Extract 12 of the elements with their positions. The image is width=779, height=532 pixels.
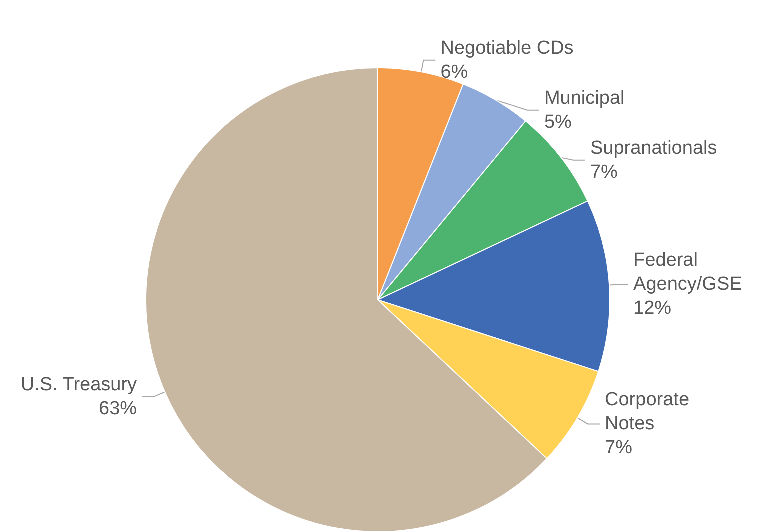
slice-label: Supranationals [590, 138, 718, 159]
slice-label: Corporate Notes [605, 390, 695, 435]
slice-label: Municipal [544, 88, 625, 109]
slice-label: Negotiable CDs [440, 38, 574, 59]
data-label: 63% [99, 398, 138, 420]
slice-label: U.S. Treasury [20, 374, 138, 396]
data-label: 6% [440, 62, 468, 83]
slice-label: Federal Agency/GSE [634, 250, 742, 296]
data-label: 7% [605, 438, 633, 459]
data-label: 12% [634, 298, 672, 320]
data-label: 7% [590, 162, 618, 183]
data-label: 5% [544, 112, 572, 133]
